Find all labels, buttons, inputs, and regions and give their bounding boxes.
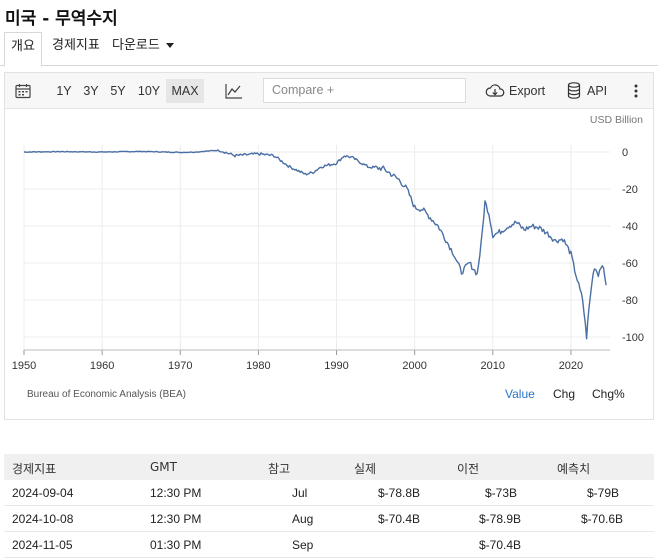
table-row[interactable]: 2024-11-05 01:30 PM Sep $-70.4B xyxy=(4,532,654,558)
y-tick-label: -60 xyxy=(622,258,638,270)
range-10y-button[interactable]: 10Y xyxy=(137,84,161,98)
row-time: 12:30 PM xyxy=(150,512,202,526)
x-tick-label: 2010 xyxy=(481,360,505,372)
table-row[interactable]: 2024-09-04 12:30 PM Jul $-78.8B $-73B $-… xyxy=(4,480,654,506)
calendar-icon[interactable] xyxy=(15,83,31,99)
x-tick-label: 1980 xyxy=(246,360,270,372)
page-title: 미국 - 무역수지 xyxy=(5,9,118,29)
export-button[interactable]: Export xyxy=(509,84,546,98)
view-change-button[interactable]: Chg xyxy=(553,387,576,401)
tab-bar: 개요 경제지표 다운로드 xyxy=(0,32,658,67)
header-previous: 이전 xyxy=(457,462,480,476)
tab-download-label: 다운로드 xyxy=(112,38,160,53)
row-date: 2024-11-05 xyxy=(12,538,73,552)
row-forecast: $-79B xyxy=(587,486,620,500)
range-3y-button[interactable]: 3Y xyxy=(83,84,99,98)
tab-indicators[interactable]: 경제지표 xyxy=(52,38,100,53)
database-icon[interactable] xyxy=(567,82,581,99)
chart-panel: 1Y 3Y 5Y 10Y MAX Compare + Export API US… xyxy=(4,72,654,420)
line-chart-icon[interactable] xyxy=(225,83,243,99)
unit-label: USD Billion xyxy=(589,114,643,126)
cloud-download-icon[interactable] xyxy=(485,83,505,99)
y-tick-label: -80 xyxy=(622,295,638,307)
api-button[interactable]: API xyxy=(587,84,608,98)
row-forecast: $-70.6B xyxy=(581,512,624,526)
table-header: 경제지표 GMT 참고 실제 이전 예측치 xyxy=(4,454,654,480)
range-1y-button[interactable]: 1Y xyxy=(56,84,72,98)
y-tick-label: -40 xyxy=(622,221,638,233)
row-reference: Aug xyxy=(292,512,314,526)
y-tick-label: -100 xyxy=(622,332,644,344)
series-line xyxy=(23,149,607,340)
x-tick-label: 1960 xyxy=(90,360,114,372)
chevron-down-icon xyxy=(165,43,174,48)
range-5y-button[interactable]: 5Y xyxy=(110,84,126,98)
trade-balance-chart: 0 -20 -40 -60 -80 -100 1950 1960 1970 1980 1990 200… xyxy=(12,145,644,372)
x-tick-label: 1970 xyxy=(168,360,192,372)
tab-download[interactable]: 다운로드 xyxy=(112,32,174,66)
source-label: Bureau of Economic Analysis (BEA) xyxy=(27,389,186,400)
x-tick-label: 1990 xyxy=(324,360,348,372)
x-tick-label: 1950 xyxy=(12,360,36,372)
row-time: 12:30 PM xyxy=(150,486,202,500)
x-tick-label: 2000 xyxy=(402,360,426,372)
x-tick-label: 2020 xyxy=(559,360,583,372)
header-gmt: GMT xyxy=(150,460,177,474)
y-tick-label: 0 xyxy=(622,147,628,159)
view-value-button[interactable]: Value xyxy=(505,387,535,401)
tab-overview[interactable]: 개요 xyxy=(4,32,42,67)
table-row[interactable]: 2024-10-08 12:30 PM Aug $-70.4B $-78.9B … xyxy=(4,506,654,532)
row-previous: $-78.9B xyxy=(479,512,522,526)
header-indicator: 경제지표 xyxy=(12,462,57,476)
title-bar: 미국 - 무역수지 xyxy=(0,0,658,30)
row-previous: $-70.4B xyxy=(479,538,522,552)
row-actual: $-78.8B xyxy=(378,486,421,500)
header-reference: 참고 xyxy=(268,462,291,476)
range-max-button[interactable]: MAX xyxy=(166,79,204,103)
chart-toolbar: 1Y 3Y 5Y 10Y MAX Compare + Export API xyxy=(5,73,653,109)
row-reference: Jul xyxy=(292,486,308,500)
compare-input[interactable]: Compare + xyxy=(263,78,466,103)
row-time: 01:30 PM xyxy=(150,538,202,552)
row-date: 2024-10-08 xyxy=(12,512,74,526)
row-reference: Sep xyxy=(292,538,314,552)
view-change-percent-button[interactable]: Chg% xyxy=(592,387,625,401)
y-tick-label: -20 xyxy=(622,184,638,196)
more-options-icon[interactable] xyxy=(633,83,639,99)
row-actual: $-70.4B xyxy=(378,512,421,526)
header-actual: 실제 xyxy=(354,462,377,476)
row-previous: $-73B xyxy=(485,486,518,500)
header-forecast: 예측치 xyxy=(557,462,591,476)
row-date: 2024-09-04 xyxy=(12,486,74,500)
